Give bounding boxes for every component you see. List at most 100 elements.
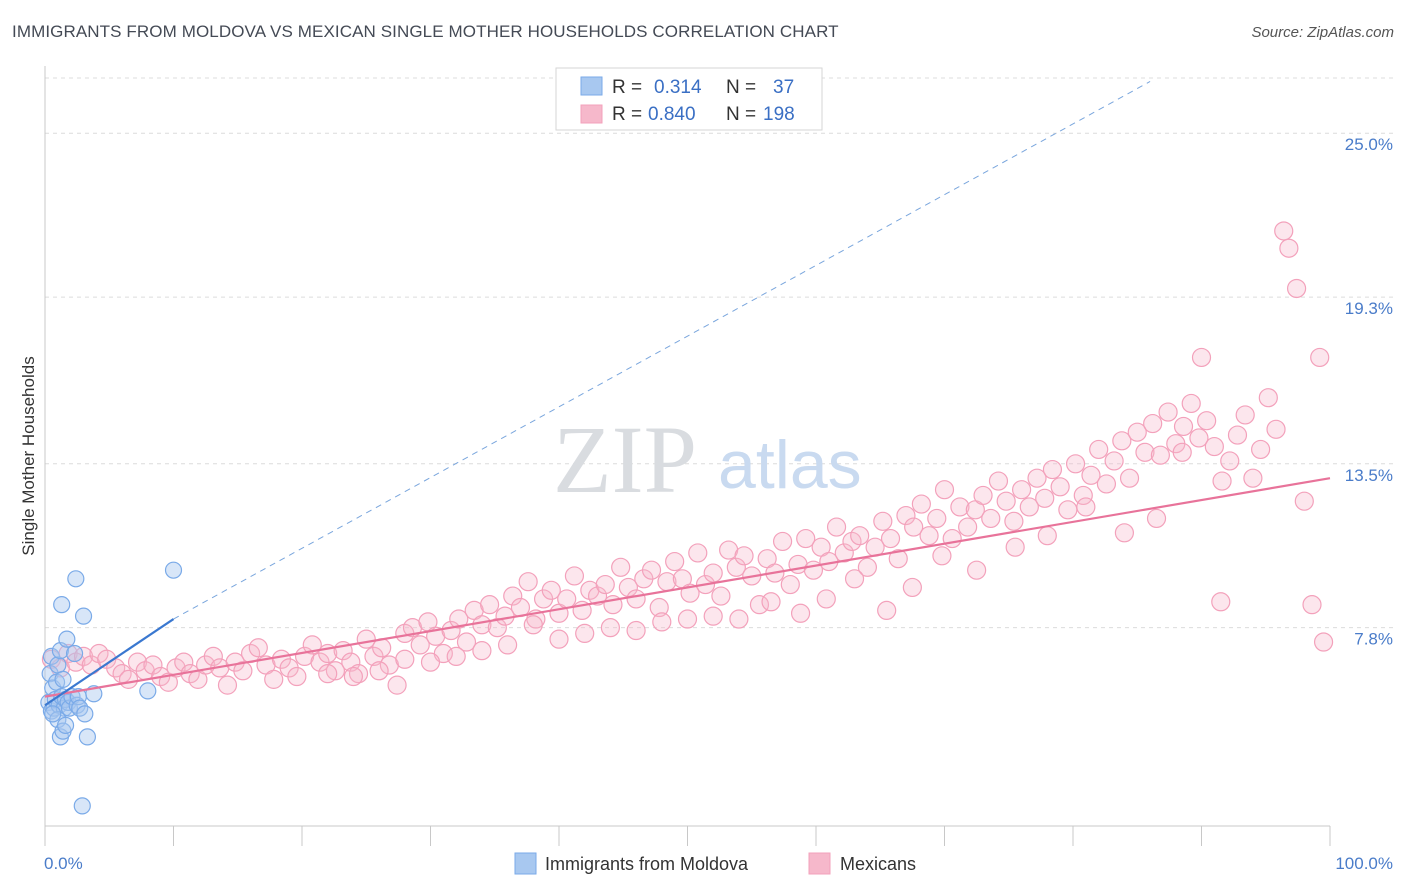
y-axis-label: Single Mother Households xyxy=(19,356,38,555)
point-mexicans xyxy=(1135,442,1155,462)
point-mexicans xyxy=(988,471,1009,491)
watermark-zip: ZIP xyxy=(553,406,697,513)
point-mexicans xyxy=(217,675,238,695)
point-mexicans xyxy=(166,658,186,678)
point-mexicans xyxy=(880,528,901,549)
point-mexicans xyxy=(1258,388,1278,408)
point-mexicans xyxy=(1243,468,1263,488)
point-mexicans xyxy=(1019,497,1039,517)
point-mexicans xyxy=(1027,468,1047,488)
point-mexicans xyxy=(1089,439,1109,460)
point-mexicans xyxy=(1294,491,1314,511)
point-mexicans xyxy=(395,649,415,669)
legend-swatch-moldova xyxy=(580,76,603,96)
legend-swatch-mexicans xyxy=(580,104,603,124)
bottom-legend-label-moldova: Immigrants from Moldova xyxy=(545,854,749,874)
bottom-legend: Immigrants from Moldova Mexicans xyxy=(514,852,916,875)
y-tick-label: 19.3% xyxy=(1345,299,1393,318)
point-mexicans xyxy=(1158,402,1178,422)
point-mexicans xyxy=(850,526,870,546)
point-mexicans xyxy=(174,652,194,672)
point-mexicans xyxy=(649,597,669,618)
chart-title: IMMIGRANTS FROM MOLDOVA VS MEXICAN SINGL… xyxy=(12,22,839,41)
trend-extension-moldova xyxy=(173,81,1151,620)
point-mexicans xyxy=(973,485,993,506)
point-mexicans xyxy=(1251,439,1271,460)
point-mexicans xyxy=(1096,474,1117,494)
grid-lines xyxy=(45,77,1394,629)
point-mexicans xyxy=(996,491,1016,511)
point-mexicans xyxy=(734,546,754,566)
bottom-legend-swatch-moldova xyxy=(514,852,537,875)
point-mexicans xyxy=(233,661,253,681)
point-mexicans xyxy=(1266,419,1286,439)
point-mexicans xyxy=(711,586,731,606)
point-mexicans xyxy=(1274,221,1294,241)
point-moldova xyxy=(73,797,91,815)
legend-r-label: R = xyxy=(612,77,642,98)
tick-labels: 7.8% 13.5% 19.3% 25.0% 0.0% 100.0% xyxy=(44,135,1393,873)
point-mexicans xyxy=(1286,278,1307,299)
point-mexicans xyxy=(498,635,518,655)
point-mexicans xyxy=(688,543,708,563)
point-mexicans xyxy=(902,577,922,598)
point-mexicans xyxy=(834,543,854,563)
point-mexicans xyxy=(1146,508,1167,529)
point-mexicans xyxy=(387,675,407,695)
point-moldova xyxy=(67,570,85,588)
point-mexicans xyxy=(587,586,608,606)
point-mexicans xyxy=(911,494,931,514)
point-mexicans xyxy=(729,609,749,629)
point-mexicans xyxy=(1172,442,1192,462)
point-mexicans xyxy=(1189,428,1209,448)
point-mexicans xyxy=(343,666,363,687)
point-mexicans xyxy=(1050,477,1070,497)
point-mexicans xyxy=(1212,471,1232,491)
point-mexicans xyxy=(203,646,223,667)
point-moldova xyxy=(78,728,97,746)
point-mexicans xyxy=(557,589,577,609)
point-mexicans xyxy=(472,641,492,661)
point-moldova xyxy=(53,596,71,614)
point-mexicans xyxy=(842,531,862,552)
point-mexicans xyxy=(1181,393,1201,414)
point-mexicans xyxy=(981,508,1001,529)
point-mexicans xyxy=(410,635,430,655)
legend-n-label: N = xyxy=(726,104,756,125)
point-mexicans xyxy=(904,517,924,537)
point-mexicans xyxy=(967,560,987,580)
point-mexicans xyxy=(1104,451,1124,471)
legend-n-value-mexicans: 198 xyxy=(763,104,795,125)
axes xyxy=(44,66,1331,846)
point-moldova xyxy=(65,644,84,663)
point-mexicans xyxy=(1058,500,1078,520)
point-mexicans xyxy=(89,643,109,664)
x-tick-label: 100.0% xyxy=(1335,854,1393,873)
point-mexicans xyxy=(1119,468,1140,488)
series-moldova xyxy=(40,561,183,815)
point-mexicans xyxy=(503,586,523,606)
point-mexicans xyxy=(325,661,346,681)
point-mexicans xyxy=(264,669,284,689)
point-mexicans xyxy=(726,557,746,577)
point-mexicans xyxy=(919,526,939,546)
point-moldova xyxy=(76,705,94,723)
legend-n-value-moldova: 37 xyxy=(773,77,794,98)
point-mexicans xyxy=(703,563,723,583)
point-mexicans xyxy=(1112,431,1132,451)
point-moldova xyxy=(54,670,72,688)
point-moldova xyxy=(74,607,93,625)
point-mexicans xyxy=(318,664,338,684)
point-mexicans xyxy=(665,551,685,572)
point-mexicans xyxy=(66,652,86,672)
point-mexicans xyxy=(523,615,543,635)
point-mexicans xyxy=(600,618,621,638)
point-mexicans xyxy=(420,652,441,672)
point-mexicans xyxy=(1173,416,1194,437)
point-mexicans xyxy=(611,557,631,577)
bottom-legend-swatch-mexicans xyxy=(808,852,831,875)
point-mexicans xyxy=(118,669,139,689)
point-mexicans xyxy=(480,595,500,615)
point-mexicans xyxy=(942,528,962,549)
